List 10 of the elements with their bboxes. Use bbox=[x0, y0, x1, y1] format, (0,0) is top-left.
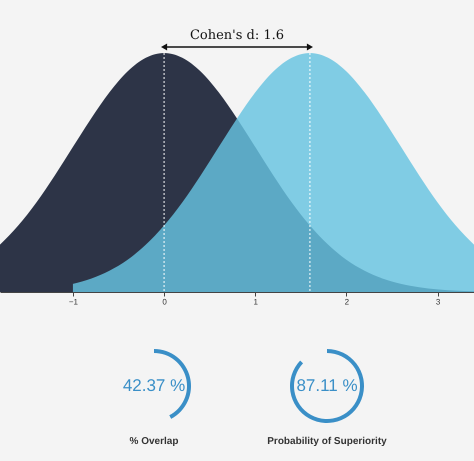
x-tick-label: −1 bbox=[68, 298, 79, 306]
x-tick-label: 0 bbox=[162, 298, 168, 306]
x-tick-label: 1 bbox=[254, 298, 259, 306]
data-label: 87.11 % bbox=[296, 376, 358, 395]
text: Probability of Superiority bbox=[267, 436, 388, 447]
text: % Overlap bbox=[130, 436, 178, 447]
text: Cohen's d: 1.6 bbox=[190, 28, 284, 43]
x-tick-label: 3 bbox=[436, 298, 441, 306]
data-label: 42.37 % bbox=[122, 376, 186, 395]
x-tick-label: 2 bbox=[344, 298, 350, 306]
